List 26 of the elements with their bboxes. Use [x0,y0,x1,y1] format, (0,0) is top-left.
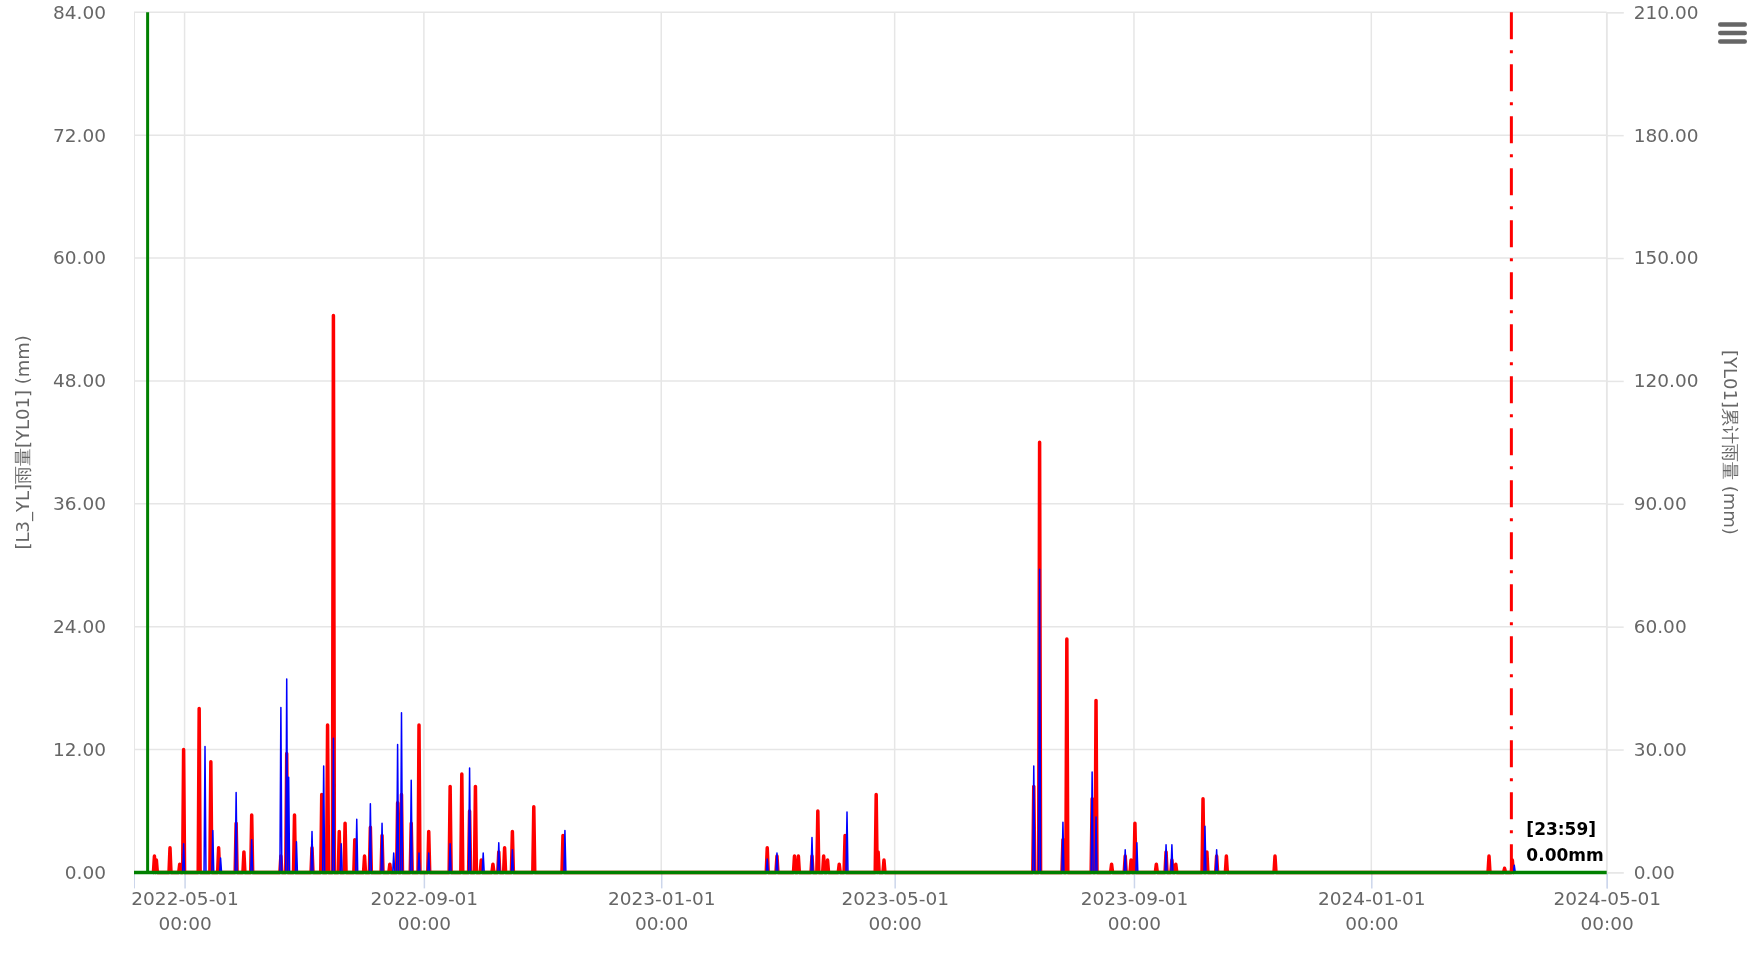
y2-tick-label: 180.00 [1633,124,1699,146]
y2-tick-label: 120.00 [1633,370,1699,392]
y-tick-label: 72.00 [53,124,106,146]
y-tick-label: 0.00 [64,861,106,883]
y-tick-label: 48.00 [53,370,106,392]
y-tick-label: 84.00 [53,1,106,23]
y2-tick-label: 150.00 [1633,247,1699,269]
y2-tick-label: 60.00 [1633,616,1687,638]
y2-tick-label: 30.00 [1633,738,1687,760]
y-tick-label: 36.00 [53,493,106,515]
y-tick-label: 60.00 [53,247,106,269]
y2-tick-label: 0.00 [1633,861,1675,883]
x-tick-label: 2024-01-01 00:00 [1318,887,1426,935]
y2-axis-title: [YL01]累计雨量 (mm) [1719,349,1741,535]
x-tick-label: 2024-05-01 00:00 [1553,887,1661,935]
ref-line-label: [23:59] 0.00mm [1526,818,1604,866]
x-tick-label: 2022-09-01 00:00 [370,887,479,935]
x-tick-label: 2022-05-01 00:00 [131,887,239,935]
y2-tick-label: 210.00 [1633,1,1699,23]
y-tick-label: 12.00 [53,738,106,760]
x-tick-label: 2023-01-01 00:00 [607,887,716,935]
y2-tick-label: 90.00 [1633,493,1687,515]
x-tick-label: 2023-09-01 00:00 [1080,887,1189,935]
y-axis-title: [L3_YL]雨量[YL01] (mm) [11,335,34,550]
y-tick-label: 24.00 [53,616,106,638]
x-tick-label: 2023-05-01 00:00 [841,887,949,935]
